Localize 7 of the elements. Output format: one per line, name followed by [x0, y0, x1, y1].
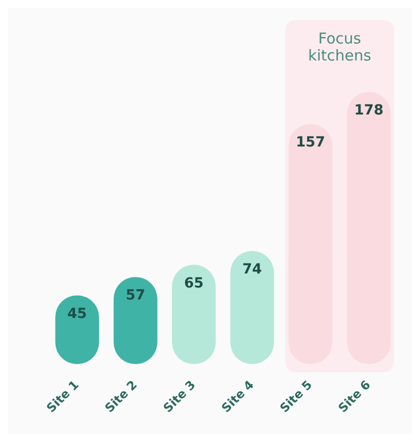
data-label: 45	[67, 306, 87, 322]
data-label: 74	[242, 262, 262, 278]
data-label: 65	[184, 275, 204, 292]
band-label: Focus kitchens	[308, 29, 372, 64]
data-label: 178	[354, 102, 384, 119]
data-label: 157	[296, 134, 326, 151]
data-label: 57	[126, 288, 146, 304]
